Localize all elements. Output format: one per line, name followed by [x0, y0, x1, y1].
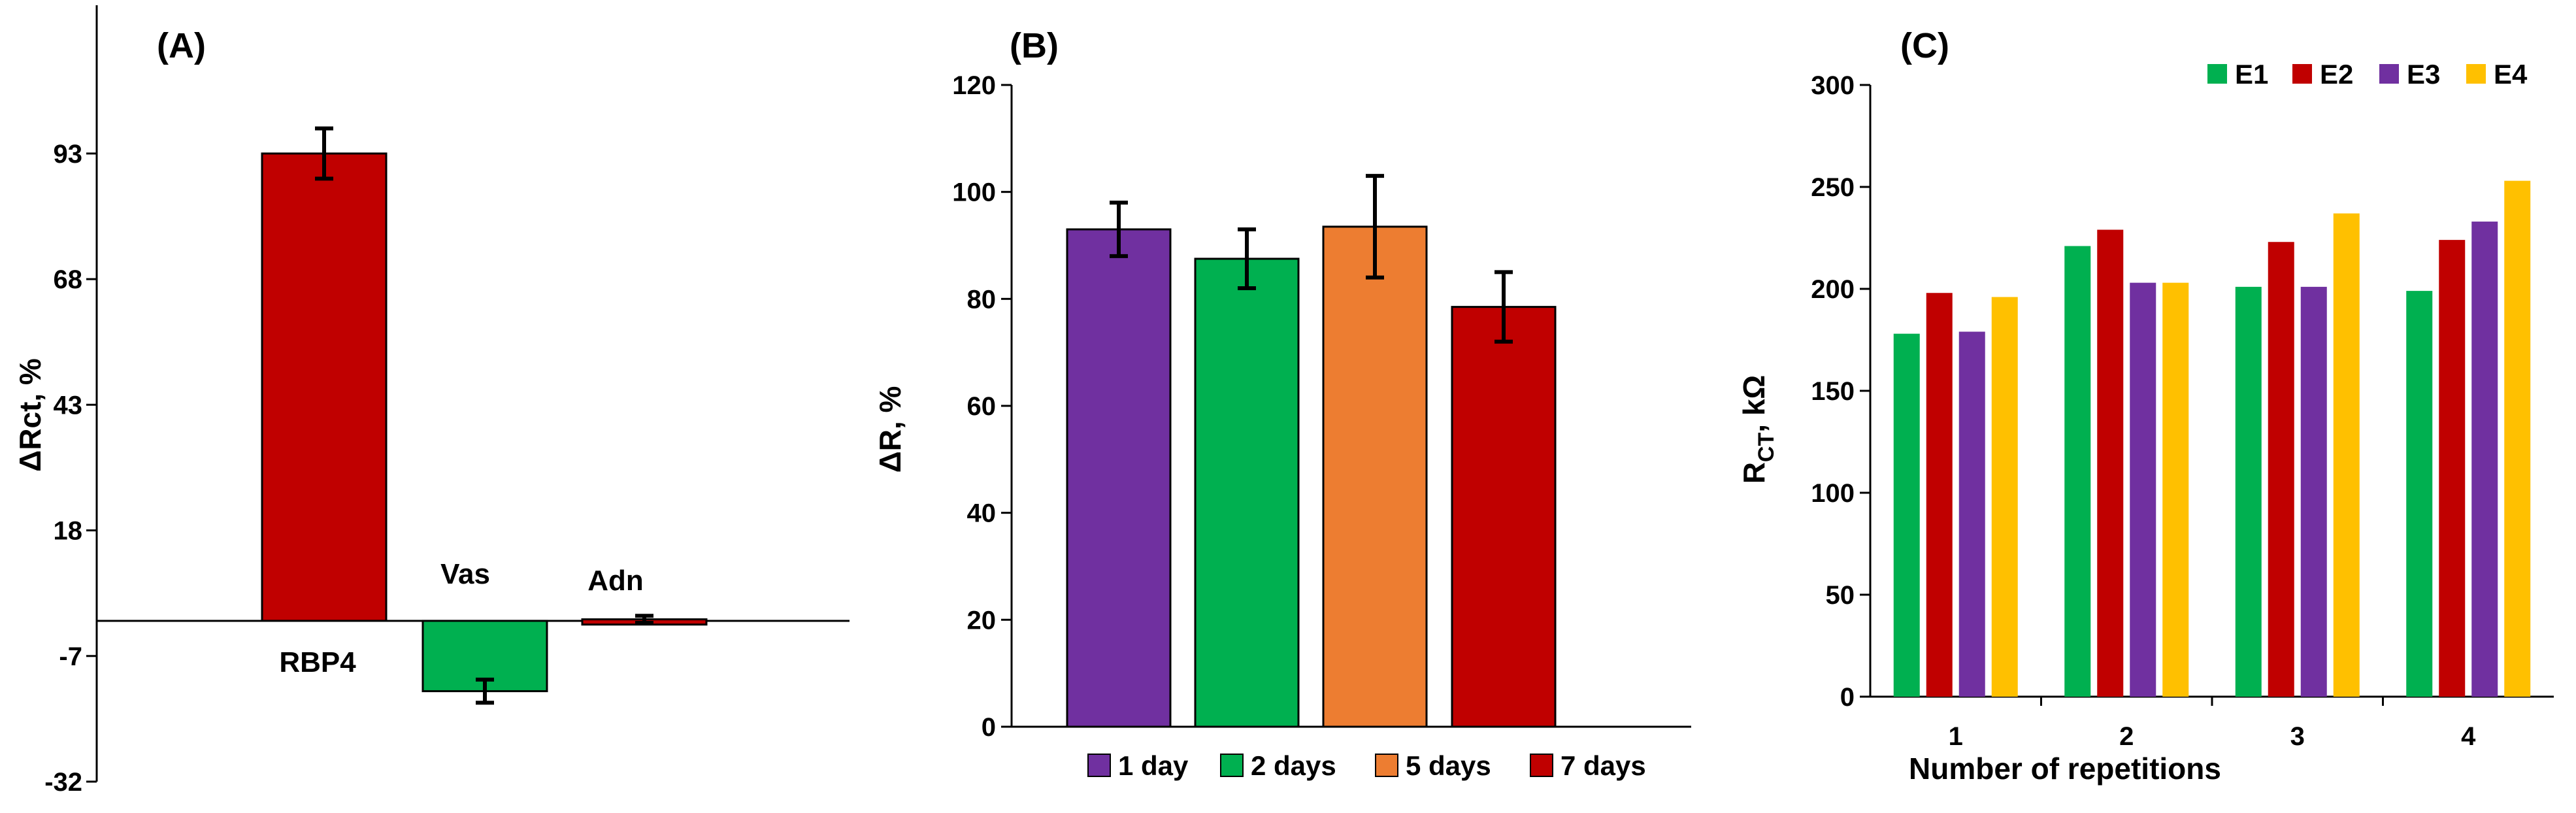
- panel-c: (C) RCT, kΩ Number of repetitions 300250…: [1737, 26, 2554, 786]
- panel-c-x-tick-label: 1: [1949, 722, 1963, 751]
- panel-c-x-tick-label: 3: [2290, 722, 2305, 751]
- panel-c-bar-e1: [1893, 333, 1920, 697]
- panel-c-bar-e2: [2268, 242, 2294, 697]
- panel-c-y-tick-label: 50: [1826, 581, 1855, 610]
- panel-c-bar-e1: [2406, 291, 2433, 697]
- panel-b-bar: [1066, 228, 1172, 728]
- panel-c-y-axis-title-unit: , kΩ: [1737, 375, 1771, 433]
- panel-c-legend-label: E3: [2407, 59, 2440, 90]
- panel-c-x-tick-label: 4: [2461, 722, 2476, 751]
- panel-c-bar-e4: [2504, 180, 2531, 697]
- panel-c-legend-swatch: [2379, 64, 2399, 84]
- panel-c-bar-e4: [2162, 282, 2189, 697]
- panel-a-category-label: Adn: [587, 565, 644, 597]
- panel-b-bar: [1451, 306, 1557, 728]
- panel-b-y-tick-label: 80: [967, 285, 997, 314]
- panel-c-y-tick-label: 0: [1840, 683, 1855, 712]
- panel-a: (A) ΔRct, % 93 68 43 18 -7 -32 RBP4 Vas Adn: [13, 5, 850, 797]
- panel-c-bar-e4: [1991, 297, 2018, 697]
- panel-c-y-axis-title-sub: CT: [1754, 433, 1779, 463]
- panel-c-bar-e2: [1926, 293, 1953, 697]
- panel-c-y-axis-title-main: R: [1737, 462, 1771, 484]
- panel-a-category-label: RBP4: [279, 646, 356, 678]
- panel-b-legend-label: 7 days: [1560, 750, 1646, 781]
- panel-b-label: (B): [1010, 26, 1059, 65]
- panel-b-legend-swatch: [1220, 754, 1244, 777]
- panel-b-legend-swatch: [1375, 754, 1398, 777]
- panel-c-y-tick-label: 250: [1811, 173, 1855, 202]
- panel-b-y-tick-label: 120: [952, 71, 996, 100]
- panel-c-x-axis-title: Number of repetitions: [1909, 752, 2221, 786]
- panel-b-bar: [1194, 257, 1300, 728]
- panel-a-bar-rbp4: [261, 152, 388, 622]
- panel-c-y-tick-label: 150: [1811, 377, 1855, 406]
- panel-b-legend-swatch: [1087, 754, 1111, 777]
- panel-c-bar-e2: [2439, 240, 2466, 697]
- panel-c-legend-label: E1: [2235, 59, 2268, 90]
- panel-c-legend-swatch: [2207, 64, 2227, 84]
- panel-b-y-tick-label: 0: [982, 713, 996, 742]
- panel-c-legend-swatch: [2466, 64, 2486, 84]
- panel-c-bar-e3: [2130, 282, 2156, 697]
- panel-a-y-tick-label: 43: [54, 391, 83, 420]
- panel-b-y-axis-title: ΔR, %: [873, 386, 907, 473]
- panel-b-y-tick-label: 100: [952, 178, 996, 207]
- panel-c-bar-e3: [2471, 222, 2498, 697]
- panel-b-y-tick-label: 20: [967, 606, 997, 635]
- panel-a-y-axis-title: ΔRct, %: [13, 358, 47, 472]
- panel-c-bar-e3: [1958, 331, 1985, 697]
- panel-b-bar: [1322, 225, 1428, 728]
- panel-a-y-tick-label: 68: [54, 265, 83, 294]
- panel-c-y-axis-title: RCT, kΩ: [1737, 375, 1779, 484]
- panel-a-label: (A): [157, 26, 206, 65]
- panel-c-y-tick-label: 100: [1811, 479, 1855, 508]
- panel-b-legend-label: 1 day: [1118, 750, 1189, 781]
- panel-b: (B) ΔR, % 120 100 80 60 40 20 0 1 day 2 days 5 da…: [873, 26, 1691, 781]
- panel-c-legend-label: E2: [2320, 59, 2353, 90]
- panel-a-category-label: Vas: [440, 558, 490, 590]
- panel-c-bar-e2: [2097, 229, 2124, 697]
- panel-b-y-tick-label: 60: [967, 392, 997, 421]
- panel-c-y-tick-label: 300: [1811, 71, 1855, 100]
- panel-c-x-tick-label: 2: [2119, 722, 2134, 751]
- panel-b-legend-label: 5 days: [1406, 750, 1491, 781]
- panel-b-legend-swatch: [1530, 754, 1553, 777]
- panel-c-legend-swatch: [2292, 64, 2312, 84]
- panel-a-y-tick-label: -32: [44, 768, 82, 797]
- panel-b-y-tick-label: 40: [967, 499, 997, 528]
- panel-c-label: (C): [1900, 26, 1949, 65]
- panel-c-bar-e1: [2064, 246, 2091, 697]
- panel-c-bar-e3: [2300, 286, 2327, 697]
- panel-a-y-tick-label: -7: [59, 642, 82, 671]
- panel-a-y-tick-label: 18: [54, 517, 83, 546]
- panel-b-legend-label: 2 days: [1251, 750, 1336, 781]
- panel-c-bar-e4: [2333, 213, 2360, 697]
- panel-c-bar-e1: [2235, 286, 2262, 697]
- panel-a-y-tick-label: 93: [54, 140, 83, 169]
- panel-c-y-tick-label: 200: [1811, 275, 1855, 304]
- panel-c-legend-label: E4: [2494, 59, 2528, 90]
